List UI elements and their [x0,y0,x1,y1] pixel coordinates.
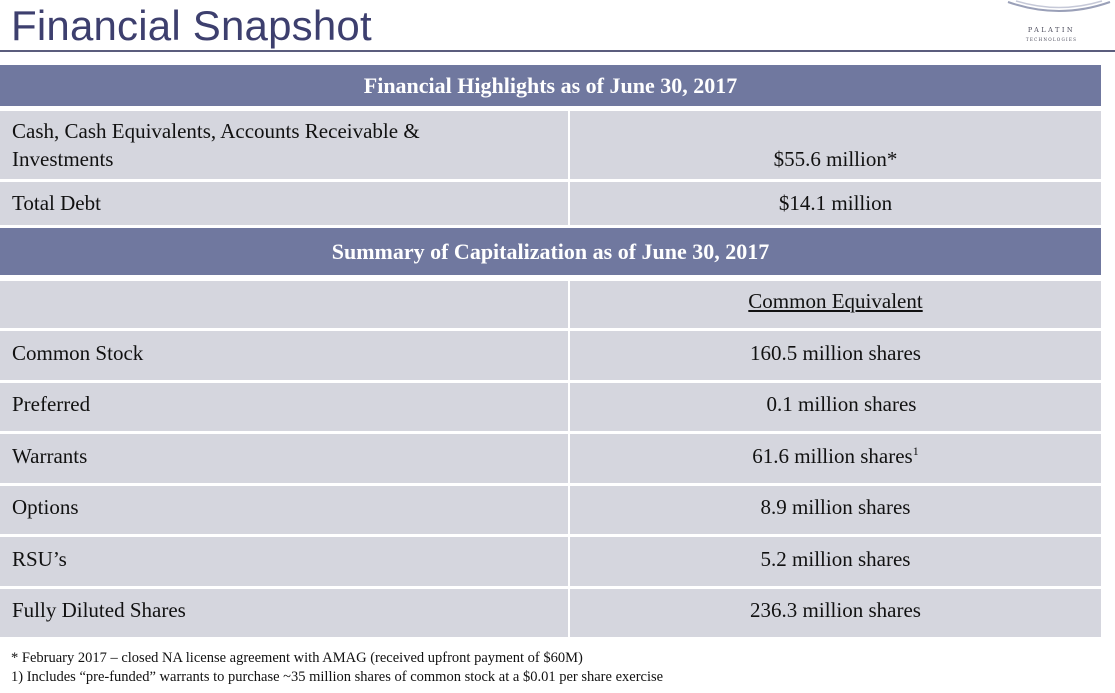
row-value: $55.6 million* [773,147,898,171]
table-row: RSU’s 5.2 million shares [0,537,1101,586]
row-label: Warrants [12,444,88,468]
row-label-cell: RSU’s [0,537,568,586]
title-divider [0,50,1115,52]
row-label-cell: Common Stock [0,331,568,380]
footnote-2: 1) Includes “pre-funded” warrants to pur… [11,669,664,685]
column-header-row: Common Equivalent [0,281,1101,328]
table-row: Cash, Cash Equivalents, Accounts Receiva… [0,111,1101,179]
row-value: 160.5 million shares [750,341,921,365]
row-label-cell [0,281,568,328]
footnotes: * February 2017 – closed NA license agre… [11,649,663,687]
row-label-cell: Options [0,486,568,534]
row-value: 0.1 million shares [766,392,917,416]
footnote-1: * February 2017 – closed NA license agre… [11,650,583,666]
row-value-cell: 8.9 million shares [570,486,1101,534]
row-value: 8.9 million shares [760,495,911,519]
logo-arc-icon [1007,0,1111,12]
row-label-cell: Cash, Cash Equivalents, Accounts Receiva… [0,111,568,179]
logo-name: PALATIN [1027,26,1076,34]
row-value: 61.6 million shares1 [570,444,1101,469]
row-value-cell: 5.2 million shares [570,537,1101,586]
row-value-cell: 236.3 million shares [570,589,1101,637]
row-value-cell: $14.1 million [570,182,1101,225]
row-value: $14.1 million [778,191,893,215]
row-value-text: 61.6 million shares [752,444,913,468]
row-label: Investments [12,147,114,171]
row-value-cell: 61.6 million shares1 [570,434,1101,483]
row-value-cell: 0.1 million shares [570,383,1101,431]
row-label: Preferred [12,392,91,416]
row-label-cell: Total Debt [0,182,568,225]
table-row: Common Stock 160.5 million shares [0,331,1101,380]
row-label: Total Debt [12,191,101,215]
table-row: Warrants 61.6 million shares1 [0,434,1101,483]
table-row: Total Debt $14.1 million [0,182,1101,225]
row-label: RSU’s [12,547,67,571]
row-label: Fully Diluted Shares [12,598,186,622]
row-value-cell: $55.6 million* [570,111,1101,179]
row-label-cell: Preferred [0,383,568,431]
row-value-cell: Common Equivalent [570,281,1101,328]
row-label: Cash, Cash Equivalents, Accounts Receiva… [12,119,420,143]
row-value: 5.2 million shares [760,547,911,571]
row-label: Options [12,495,79,519]
row-label-cell: Fully Diluted Shares [0,589,568,637]
table-row: Preferred 0.1 million shares [0,383,1101,431]
row-value-cell: 160.5 million shares [570,331,1101,380]
row-label: Common Stock [12,341,144,365]
logo-subtitle: TECHNOLOGIES [1025,37,1078,42]
table-row: Fully Diluted Shares 236.3 million share… [0,589,1101,637]
table-row: Options 8.9 million shares [0,486,1101,534]
capitalization-header: Summary of Capitalization as of June 30,… [0,228,1101,275]
page-title: Financial Snapshot [11,2,372,49]
row-label-cell: Warrants [0,434,568,483]
row-value: 236.3 million shares [750,598,921,622]
column-header: Common Equivalent [748,289,923,313]
company-logo: PALATIN TECHNOLOGIES [1004,0,1115,50]
highlights-header: Financial Highlights as of June 30, 2017 [0,65,1101,106]
footnote-marker: 1 [912,444,919,458]
